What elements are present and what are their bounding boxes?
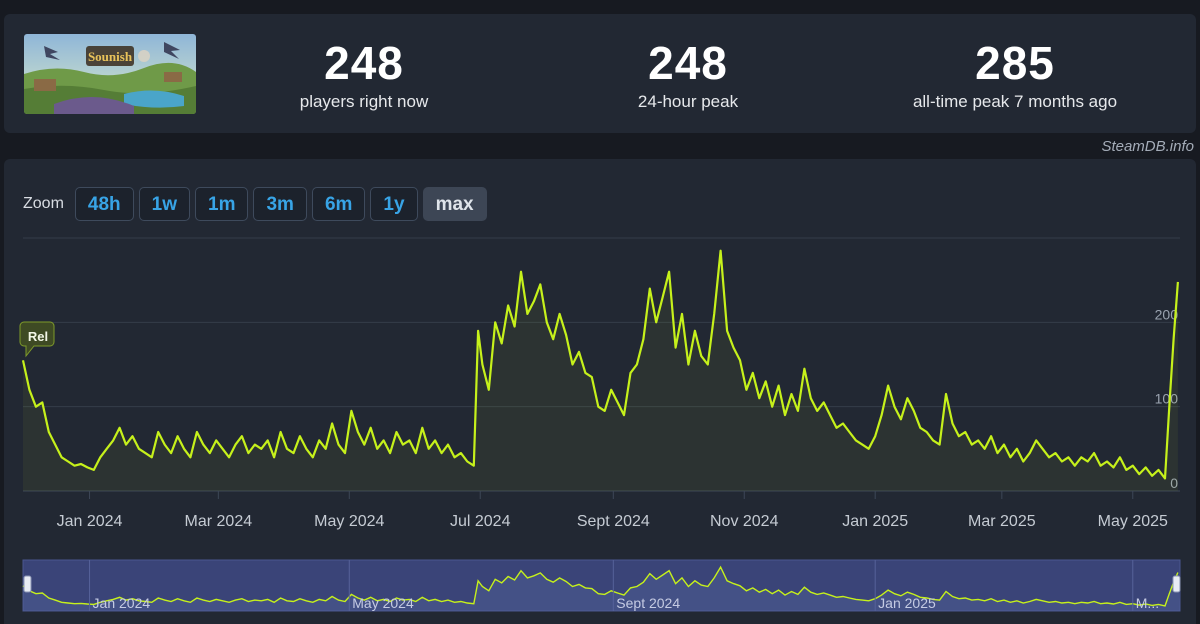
x-tick-label: Jan 2024 xyxy=(57,513,123,530)
x-tick-label: May 2025 xyxy=(1098,513,1168,530)
peak-24h-value: 248 xyxy=(648,37,728,89)
zoom-6m-button[interactable]: 6m xyxy=(311,187,366,221)
peak-24h-label: 24-hour peak xyxy=(637,92,739,111)
stat-all-time-peak: 285 all-time peak 7 months ago xyxy=(865,38,1165,114)
zoom-label: Zoom xyxy=(23,195,64,212)
zoom-max-button[interactable]: max xyxy=(422,187,487,221)
zoom-1y-button[interactable]: 1y xyxy=(370,187,418,221)
zoom-48h-button[interactable]: 48h xyxy=(74,187,134,221)
chart-panel: Zoom 48h 1w 1m 3m 6m 1y max xyxy=(4,159,1196,624)
game-thumbnail[interactable]: Sounish xyxy=(24,34,196,114)
zoom-1w-button[interactable]: 1w xyxy=(138,187,191,221)
navigator-tick-label: May 2024 xyxy=(352,595,414,611)
svg-text:Sounish: Sounish xyxy=(88,49,133,64)
x-tick-label: Mar 2024 xyxy=(185,513,253,530)
zoom-controls: Zoom 48h 1w 1m 3m 6m 1y max xyxy=(23,186,492,222)
zoom-1m-button[interactable]: 1m xyxy=(195,187,249,221)
x-tick-label: Nov 2024 xyxy=(710,513,779,530)
navigator-right-handle[interactable] xyxy=(1172,575,1181,593)
release-annotation: Rel xyxy=(19,321,55,358)
x-tick-label: May 2024 xyxy=(314,513,384,530)
y-tick-label: 200 xyxy=(1155,306,1179,322)
series-line xyxy=(21,249,1179,480)
x-tick-label: Mar 2025 xyxy=(968,513,1036,530)
x-tick-label: Jul 2024 xyxy=(450,513,511,530)
y-tick-label: 0 xyxy=(1170,475,1178,491)
release-flag-label: Rel xyxy=(28,329,48,344)
navigator-left-handle[interactable] xyxy=(23,575,32,593)
x-tick-label: Sept 2024 xyxy=(577,513,650,530)
all-time-peak-value: 285 xyxy=(975,37,1055,89)
x-tick-label: Jan 2025 xyxy=(842,513,908,530)
stat-24h-peak: 248 24-hour peak xyxy=(538,38,838,114)
series-area xyxy=(23,250,1178,491)
navigator-tick-label: Jan 2024 xyxy=(93,595,151,611)
release-flag xyxy=(19,321,55,358)
navigator-window xyxy=(22,559,1181,612)
players-now-label: players right now xyxy=(299,92,429,111)
navigator-tick-label: Sept 2024 xyxy=(616,595,680,611)
y-tick-label: 100 xyxy=(1155,391,1179,407)
players-now-value: 248 xyxy=(324,37,404,89)
steamdb-credit[interactable]: SteamDB.info xyxy=(1101,138,1194,155)
all-time-peak-label: all-time peak 7 months ago xyxy=(912,92,1118,111)
stat-players-now: 248 players right now xyxy=(214,38,514,114)
zoom-3m-button[interactable]: 3m xyxy=(253,187,307,221)
navigator-tick-label: Jan 2025 xyxy=(878,595,936,611)
navigator-tick-label: M... xyxy=(1136,595,1159,611)
game-capsule-icon: Sounish xyxy=(24,34,196,114)
stats-bar: Sounish 248 players right now 248 24-hou… xyxy=(4,14,1196,133)
navigator-line xyxy=(22,565,1179,607)
navigator-area xyxy=(23,567,1180,611)
